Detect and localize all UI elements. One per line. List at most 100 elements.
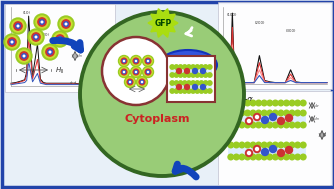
- Circle shape: [245, 149, 253, 156]
- Circle shape: [284, 110, 289, 116]
- Circle shape: [239, 122, 245, 128]
- Circle shape: [60, 18, 72, 30]
- Circle shape: [58, 37, 62, 41]
- Circle shape: [14, 22, 22, 30]
- Circle shape: [256, 100, 262, 106]
- Circle shape: [147, 60, 149, 62]
- Circle shape: [18, 50, 30, 62]
- Circle shape: [121, 58, 127, 64]
- Circle shape: [174, 73, 179, 77]
- Text: $H_{\rm II}$: $H_{\rm II}$: [55, 66, 65, 76]
- Text: (100): (100): [227, 13, 237, 17]
- Circle shape: [262, 116, 269, 123]
- Circle shape: [256, 147, 259, 150]
- Circle shape: [129, 81, 132, 84]
- FancyBboxPatch shape: [170, 67, 212, 75]
- Circle shape: [199, 65, 204, 69]
- Circle shape: [56, 35, 64, 43]
- Circle shape: [284, 100, 289, 106]
- Circle shape: [119, 67, 130, 77]
- Circle shape: [228, 142, 233, 148]
- Circle shape: [178, 65, 183, 69]
- Circle shape: [52, 31, 68, 47]
- Circle shape: [36, 16, 48, 28]
- FancyBboxPatch shape: [5, 4, 115, 92]
- Circle shape: [135, 60, 138, 63]
- Text: d: d: [323, 132, 327, 138]
- Circle shape: [147, 71, 149, 73]
- Circle shape: [178, 73, 183, 77]
- Circle shape: [132, 68, 140, 76]
- Circle shape: [123, 70, 126, 74]
- Circle shape: [245, 142, 250, 148]
- Circle shape: [187, 81, 191, 85]
- Circle shape: [267, 142, 273, 148]
- Circle shape: [6, 36, 18, 48]
- Circle shape: [208, 89, 212, 93]
- Circle shape: [228, 100, 233, 106]
- Circle shape: [34, 14, 50, 30]
- Circle shape: [270, 114, 277, 121]
- Circle shape: [278, 110, 284, 116]
- Circle shape: [199, 89, 204, 93]
- Circle shape: [200, 84, 205, 90]
- Circle shape: [278, 142, 284, 148]
- Circle shape: [267, 122, 273, 128]
- Circle shape: [145, 69, 151, 75]
- Text: Nucleous: Nucleous: [168, 60, 208, 70]
- Text: $d_m$: $d_m$: [76, 52, 84, 60]
- Circle shape: [239, 100, 245, 106]
- Circle shape: [228, 154, 233, 160]
- Circle shape: [44, 46, 56, 58]
- Circle shape: [250, 142, 256, 148]
- Circle shape: [289, 122, 295, 128]
- Circle shape: [126, 78, 134, 86]
- Circle shape: [300, 122, 306, 128]
- Circle shape: [28, 29, 44, 45]
- Ellipse shape: [159, 50, 217, 80]
- Circle shape: [233, 154, 239, 160]
- Circle shape: [130, 81, 131, 83]
- Circle shape: [191, 81, 195, 85]
- Circle shape: [183, 89, 187, 93]
- Circle shape: [239, 154, 245, 160]
- Circle shape: [187, 73, 191, 77]
- Polygon shape: [148, 9, 178, 37]
- Circle shape: [208, 65, 212, 69]
- Circle shape: [187, 65, 191, 69]
- Circle shape: [256, 110, 262, 116]
- Circle shape: [256, 122, 262, 128]
- Circle shape: [147, 70, 150, 74]
- Circle shape: [278, 100, 284, 106]
- Circle shape: [4, 34, 20, 50]
- Text: dⁱⁱ d₀₀ d₀₀bro: dⁱⁱ d₀₀ d₀₀bro: [70, 81, 89, 85]
- Circle shape: [278, 154, 284, 160]
- Circle shape: [142, 81, 143, 83]
- Circle shape: [191, 89, 195, 93]
- Circle shape: [191, 65, 195, 69]
- Circle shape: [295, 100, 300, 106]
- Circle shape: [137, 77, 148, 88]
- Circle shape: [23, 55, 25, 57]
- Circle shape: [183, 65, 187, 69]
- Circle shape: [170, 65, 174, 69]
- Circle shape: [245, 122, 250, 128]
- Circle shape: [267, 110, 273, 116]
- FancyBboxPatch shape: [167, 56, 215, 102]
- Circle shape: [120, 68, 128, 76]
- Circle shape: [54, 33, 66, 45]
- Circle shape: [132, 57, 140, 65]
- Circle shape: [278, 118, 285, 125]
- Circle shape: [295, 154, 300, 160]
- Circle shape: [62, 20, 70, 28]
- Circle shape: [233, 122, 239, 128]
- Circle shape: [284, 154, 289, 160]
- Circle shape: [233, 100, 239, 106]
- Circle shape: [203, 73, 208, 77]
- Circle shape: [58, 16, 74, 32]
- Circle shape: [289, 110, 295, 116]
- Circle shape: [38, 18, 46, 26]
- Circle shape: [250, 100, 256, 106]
- Circle shape: [262, 149, 269, 156]
- Circle shape: [278, 149, 285, 156]
